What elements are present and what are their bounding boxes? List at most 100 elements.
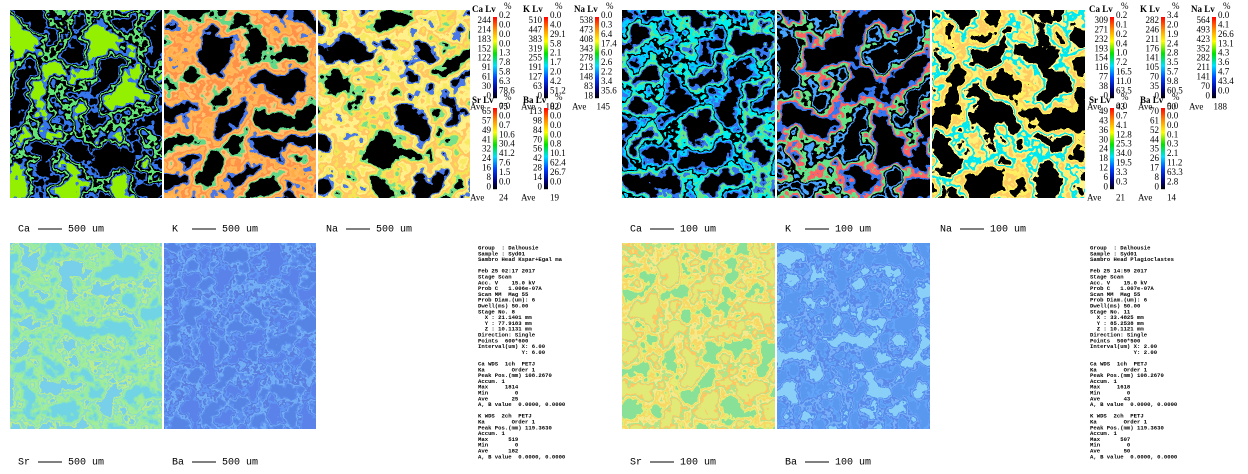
- legend-percent: 1.0: [1116, 48, 1128, 58]
- legend-level: 61: [1150, 115, 1159, 125]
- legend-percent: 0.0: [550, 101, 562, 111]
- legend-percent: 17.4: [601, 38, 617, 48]
- map-element-label: Ba: [785, 458, 797, 469]
- legend-level: 70: [1201, 81, 1211, 91]
- legend-level: 493: [1197, 24, 1211, 34]
- legend-percent-header: %: [1172, 1, 1180, 11]
- legend-percent-header: %: [555, 1, 563, 11]
- legend-percent: 0.3: [1116, 176, 1128, 186]
- legend-percent: 19.5: [1116, 157, 1132, 167]
- legend-header: Na Lv: [1191, 4, 1215, 14]
- legend-level: 52: [1150, 125, 1159, 135]
- legend-level: 12: [1099, 162, 1108, 172]
- info-line: Peak Pos.(mm) 119.3630: [1090, 424, 1164, 431]
- legend-percent: 16.5: [1116, 66, 1132, 76]
- legend-percent: 1.7: [550, 57, 562, 67]
- legend-ave-label: Ave: [470, 193, 484, 203]
- map-element-label: Ba: [172, 458, 184, 469]
- legend-level: 447: [529, 24, 543, 34]
- legend-header: K Lv: [1140, 4, 1160, 14]
- info-line: Accum. 1: [1090, 430, 1117, 437]
- info-line: Sample : Syd01: [1090, 250, 1138, 257]
- legend-level: 18: [1099, 153, 1109, 163]
- legend-percent: 4.1: [1218, 19, 1229, 29]
- legend-percent: 13.1: [1218, 38, 1234, 48]
- legend-level: 57: [482, 115, 492, 125]
- info-line: Stage Scan: [1090, 273, 1124, 280]
- legend-ave-label: Ave: [521, 102, 535, 112]
- legend-level: 113: [529, 106, 543, 116]
- legend-level: 41: [482, 134, 491, 144]
- legend-color-bar: [493, 108, 497, 190]
- legend-percent: 29.1: [550, 29, 566, 39]
- info-line: Ca WDS 1ch PETJ: [1090, 360, 1147, 367]
- legend-percent: 43.4: [1218, 76, 1234, 86]
- info-line: Feb 25 02:17 2017: [478, 268, 535, 275]
- legend-level: 14: [533, 172, 543, 182]
- legend-percent: 30.4: [499, 139, 515, 149]
- map-scale-label: 100 um: [835, 225, 871, 236]
- map-element-label: K: [785, 225, 791, 236]
- legend-level: 116: [1095, 62, 1109, 72]
- legend-level: 28: [533, 162, 543, 172]
- legend-color-bar: [1212, 17, 1216, 99]
- legend-header: Ba Lv: [1140, 95, 1164, 105]
- legend-percent: 2.1: [550, 48, 561, 58]
- legend-header: Sr Lv: [472, 95, 494, 105]
- legend-percent: 11.0: [1116, 76, 1132, 86]
- element-map: [777, 10, 930, 198]
- legend-percent: 0.7: [1116, 110, 1128, 120]
- info-line: Points 500*500: [1090, 337, 1141, 344]
- info-line: A, B value 0.0000, 0.0000: [478, 453, 566, 460]
- legend-level: 352: [1197, 43, 1211, 53]
- map-scale-label: 100 um: [990, 225, 1026, 236]
- info-line: Accum. 1: [478, 378, 505, 385]
- legend-level: 191: [529, 62, 543, 72]
- legend-header: Ca Lv: [472, 4, 496, 14]
- legend-percent: 5.8: [550, 38, 562, 48]
- info-line: Dwell(ms) 50.00: [478, 302, 529, 309]
- legend-level: 0: [1206, 90, 1211, 100]
- legend-level: 36: [1099, 125, 1109, 135]
- info-line: Ca WDS 1ch PETJ: [478, 360, 535, 367]
- legend-percent: 3.3: [1116, 167, 1128, 177]
- legend-header: Na Lv: [574, 4, 598, 14]
- legend-percent: 11.2: [1167, 157, 1182, 167]
- legend-ave-value: 188: [1214, 102, 1228, 112]
- legend-percent: 78.6: [499, 85, 515, 95]
- legend-level: 0: [538, 181, 543, 191]
- info-line: Peak Pos.(mm) 119.3630: [478, 424, 552, 431]
- legend-ave-value: 50: [1167, 102, 1177, 112]
- legend-level: 148: [580, 71, 594, 81]
- legend-percent: 3.4: [1167, 10, 1179, 20]
- legend-level: 8: [487, 172, 492, 182]
- legend-level: 38: [1099, 81, 1109, 91]
- legend-percent: 25.3: [1116, 139, 1132, 149]
- map-scale-label: 500 um: [68, 225, 104, 236]
- info-line: Min 0: [1090, 389, 1131, 396]
- info-line: K WDS 2ch PETJ: [478, 413, 532, 420]
- legend-level: 8: [1155, 172, 1160, 182]
- info-line: Max 507: [1090, 436, 1130, 443]
- legend-percent: 0.2: [1116, 29, 1127, 39]
- element-map: [777, 243, 930, 429]
- map-element-label: K: [172, 225, 178, 236]
- info-line: Y: 2.00: [1090, 349, 1158, 356]
- info-line: Acc. V 15.0 kV: [1090, 279, 1148, 286]
- legend-percent: 0.2: [1116, 10, 1127, 20]
- legend-ave-label: Ave: [470, 102, 484, 112]
- info-line: Min 0: [478, 389, 519, 396]
- legend-percent: 62.4: [550, 157, 566, 167]
- map-scale-label: 500 um: [222, 225, 258, 236]
- info-line: Accum. 1: [478, 430, 505, 437]
- info-line: Stage No. 11: [1090, 308, 1131, 315]
- legend-level: 154: [1095, 53, 1109, 63]
- legend-header: Sr Lv: [1089, 95, 1111, 105]
- info-line: X : 21.1401 mm: [478, 314, 532, 321]
- legend-level: 32: [482, 144, 491, 154]
- legend-percent-header: %: [1223, 1, 1231, 11]
- map-scale-label: 100 um: [680, 458, 716, 469]
- map-element-label: Sr: [18, 458, 30, 469]
- legend-level: 49: [482, 125, 492, 135]
- legend-percent: 1.9: [1167, 29, 1179, 39]
